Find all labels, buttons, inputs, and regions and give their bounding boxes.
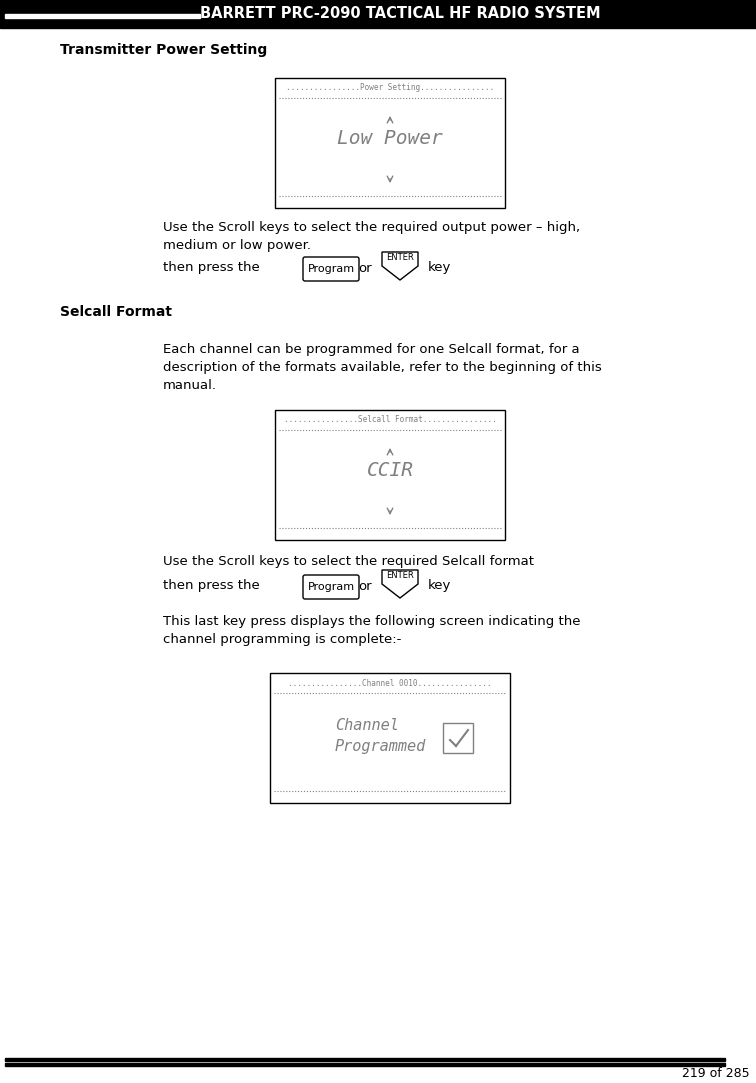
Text: or: or	[358, 579, 372, 592]
Text: or: or	[358, 261, 372, 274]
Text: ENTER: ENTER	[386, 253, 414, 262]
Bar	[0, 0, 756, 28]
Text: Selcall Format: Selcall Format	[60, 305, 172, 319]
Text: Program: Program	[308, 582, 355, 592]
Text: Transmitter Power Setting: Transmitter Power Setting	[60, 43, 268, 57]
Text: key: key	[428, 261, 451, 274]
Text: ................Channel 0010................: ................Channel 0010............…	[288, 679, 491, 688]
Text: key: key	[428, 579, 451, 592]
Text: Program: Program	[308, 264, 355, 274]
Bar	[275, 410, 505, 540]
Bar	[5, 1064, 725, 1066]
Text: 219 of 285: 219 of 285	[683, 1067, 750, 1080]
Text: Use the Scroll keys to select the required output power – high,
medium or low po: Use the Scroll keys to select the requir…	[163, 221, 580, 252]
FancyBboxPatch shape	[303, 575, 359, 599]
Text: ENTER: ENTER	[386, 572, 414, 580]
Text: then press the: then press the	[163, 261, 260, 274]
Text: ................Power Setting................: ................Power Setting...........…	[286, 83, 494, 92]
Text: description of the formats available, refer to the beginning of this: description of the formats available, re…	[163, 361, 602, 374]
Text: then press the: then press the	[163, 579, 260, 592]
Text: Low Power: Low Power	[337, 129, 443, 147]
Text: Channel: Channel	[335, 718, 399, 733]
Bar	[5, 14, 200, 18]
Bar	[5, 1058, 725, 1061]
Text: manual.: manual.	[163, 379, 217, 392]
Text: This last key press displays the following screen indicating the: This last key press displays the followi…	[163, 615, 581, 628]
Text: BARRETT PRC-2090 TACTICAL HF RADIO SYSTEM: BARRETT PRC-2090 TACTICAL HF RADIO SYSTE…	[200, 6, 600, 22]
Text: CCIR: CCIR	[367, 460, 414, 480]
Text: Each channel can be programmed for one Selcall format, for a: Each channel can be programmed for one S…	[163, 343, 580, 356]
Text: Use the Scroll keys to select the required Selcall format: Use the Scroll keys to select the requir…	[163, 554, 534, 567]
Text: ................Selcall Format................: ................Selcall Format..........…	[284, 416, 497, 425]
Bar	[270, 673, 510, 803]
Text: channel programming is complete:-: channel programming is complete:-	[163, 632, 401, 645]
FancyBboxPatch shape	[303, 257, 359, 280]
Bar	[443, 723, 473, 753]
Bar	[275, 78, 505, 208]
Text: Programmed: Programmed	[335, 739, 426, 754]
